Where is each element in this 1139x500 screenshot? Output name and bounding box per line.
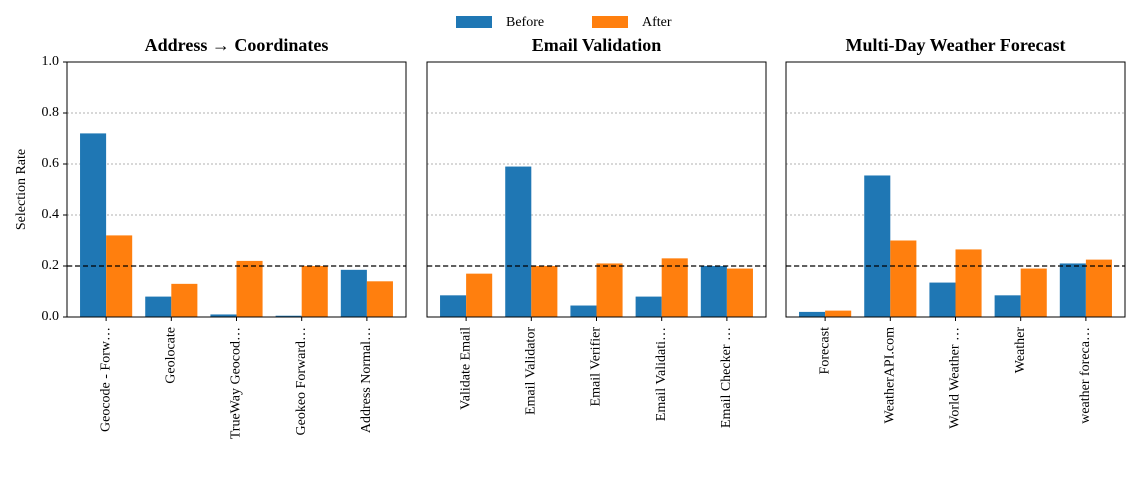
bar xyxy=(700,266,727,317)
y-axis-label: Selection Rate xyxy=(14,149,29,230)
plot-frame xyxy=(66,61,407,318)
chart-title: Email Validation xyxy=(532,35,662,55)
x-tick-label: Geocode - Forw… xyxy=(98,327,113,432)
bar xyxy=(145,296,172,317)
bar xyxy=(80,133,107,317)
x-tick-label: Email Verifier xyxy=(589,327,604,407)
bar xyxy=(1085,259,1112,317)
bar xyxy=(825,310,852,317)
y-tick-label: 0.8 xyxy=(42,105,60,120)
bar xyxy=(210,314,237,317)
plot-frame xyxy=(785,61,1126,318)
bar xyxy=(929,282,956,317)
bar xyxy=(340,269,367,317)
x-tick-label: TrueWay Geocod… xyxy=(229,327,244,439)
x-tick-label: Email Checker … xyxy=(719,327,734,428)
x-tick-label: World Weather … xyxy=(948,327,963,429)
x-tick-label: WeatherAPI.com xyxy=(883,327,898,424)
bar xyxy=(106,235,133,317)
bar xyxy=(1020,268,1047,317)
bar xyxy=(994,295,1021,317)
bar xyxy=(366,281,393,317)
y-tick-label: 0.6 xyxy=(42,156,60,171)
x-tick-label: Email Validati… xyxy=(654,327,669,421)
bar xyxy=(301,266,328,317)
bar xyxy=(505,166,532,317)
bar xyxy=(1059,263,1086,317)
bar xyxy=(275,315,302,317)
x-tick-label: Geolocate xyxy=(164,327,179,384)
bar xyxy=(531,266,558,317)
bar xyxy=(596,263,623,317)
bar xyxy=(955,249,982,317)
y-tick-label: 1.0 xyxy=(42,54,60,69)
bar xyxy=(726,268,753,317)
legend-label: After xyxy=(642,15,672,30)
plot-frame xyxy=(426,61,767,318)
y-tick-label: 0.0 xyxy=(42,309,60,324)
bar xyxy=(864,175,891,317)
x-tick-label: Forecast xyxy=(817,327,832,375)
bar xyxy=(171,283,198,317)
y-tick-label: 0.2 xyxy=(42,258,60,273)
bar xyxy=(661,258,688,317)
legend-swatch xyxy=(456,16,492,28)
bar xyxy=(440,295,467,317)
legend-swatch xyxy=(592,16,628,28)
legend-label: Before xyxy=(506,15,544,30)
y-tick-label: 0.4 xyxy=(42,207,60,222)
x-tick-label: Weather xyxy=(1013,327,1028,374)
bar xyxy=(236,260,263,317)
x-tick-label: Email Validator xyxy=(524,327,539,415)
bar xyxy=(466,273,493,317)
chart-title: Multi-Day Weather Forecast xyxy=(846,35,1066,55)
bar xyxy=(635,296,662,317)
bar xyxy=(799,311,826,317)
x-tick-label: Geokeo Forward… xyxy=(294,327,309,435)
x-tick-label: weather foreca… xyxy=(1078,327,1093,424)
chart-title: Address → Coordinates xyxy=(145,35,329,55)
x-tick-label: Address Normal… xyxy=(359,327,374,433)
bar xyxy=(570,305,597,317)
x-tick-label: Validate Email xyxy=(458,327,473,410)
bar xyxy=(890,240,917,317)
